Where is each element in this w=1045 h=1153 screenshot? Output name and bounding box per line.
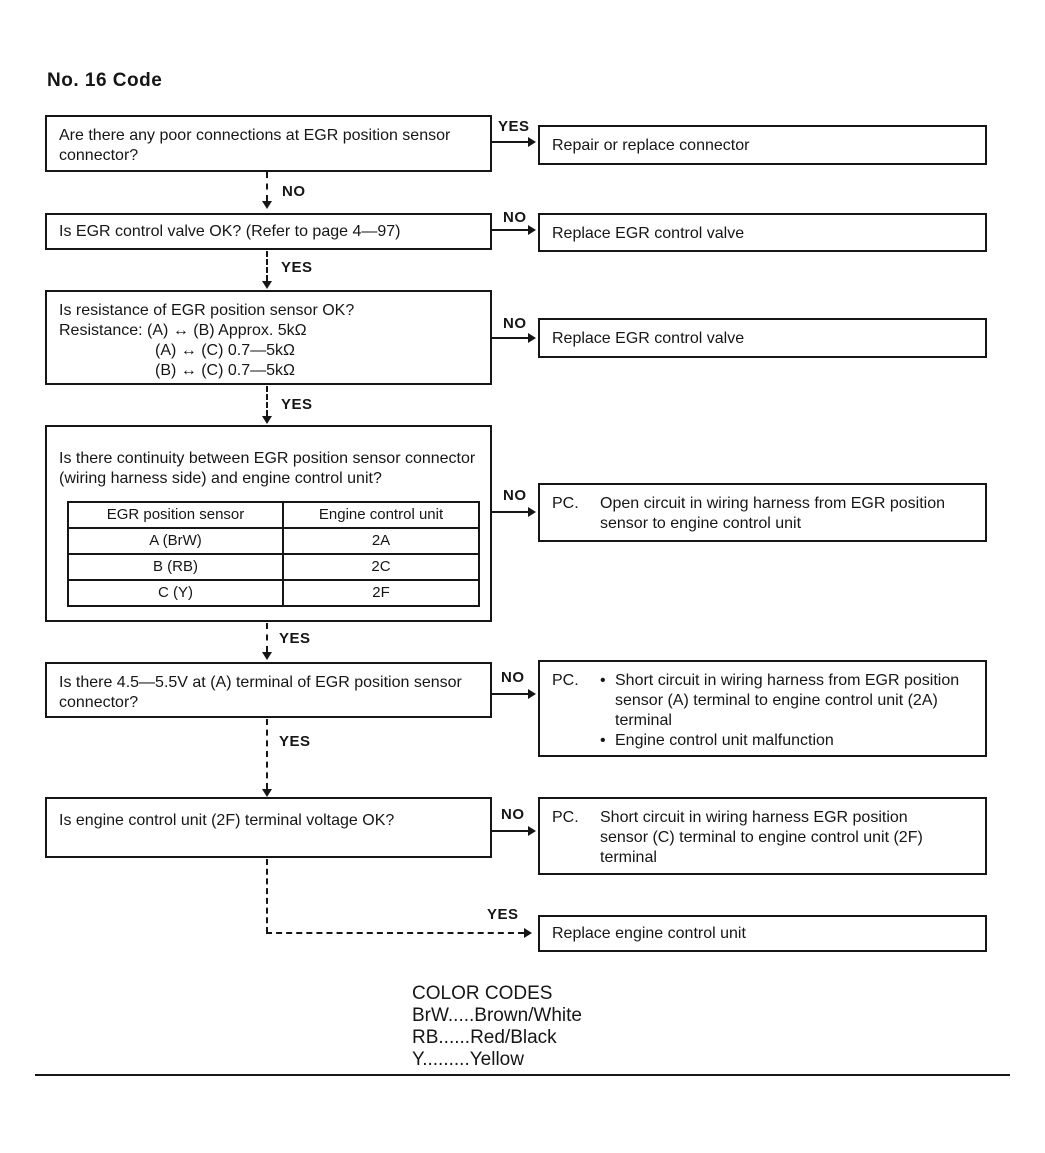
action-3-text: Replace EGR control valve [552,330,745,347]
connector-label-no-3: NO [503,315,527,332]
pin-table-header-row: EGR position sensor Engine control unit [67,501,480,529]
action-5-bullet-1: • Short circuit in wiring harness from E… [600,671,967,731]
question-box-1: Are there any poor connections at EGR po… [45,115,492,172]
connector-label-no-4: NO [503,487,527,504]
action-5-bullet-2-text: Engine control unit malfunction [615,732,834,749]
action-box-open-circuit: PC. Open circuit in wiring harness from … [538,483,987,542]
arrowhead-right-icon [528,333,536,343]
action-6-text: Short circuit in wiring harness EGR posi… [600,809,923,866]
action-1-text: Repair or replace connector [552,137,750,154]
pin-ecu-2a: 2A [282,527,480,555]
connector-label-yes-5: YES [279,733,311,750]
question-box-6: Is engine control unit (2F) terminal vol… [45,797,492,858]
connector-line-yes-6-vertical [266,859,268,933]
question-box-3: Is resistance of EGR position sensor OK?… [45,290,492,385]
connector-line-no-5 [492,693,528,695]
arrowhead-right-icon [528,826,536,836]
connector-label-yes-4: YES [279,630,311,647]
color-codes-title: COLOR CODES [412,983,553,1004]
question-2-text: Is EGR control valve OK? (Refer to page … [59,223,401,240]
question-box-5: Is there 4.5—5.5V at (A) terminal of EGR… [45,662,492,718]
arrowhead-down-icon [262,789,272,797]
connector-line-no-4 [492,511,528,513]
arrowhead-down-icon [262,416,272,424]
bullet-icon: • [600,732,606,749]
action-5-bullet-2: • Engine control unit malfunction [600,731,967,751]
pin-table-row: A (BrW) 2A [67,527,480,555]
arrowhead-down-icon [262,652,272,660]
action-7-text: Replace engine control unit [552,925,746,942]
action-box-repair-connector: Repair or replace connector [538,125,987,165]
pin-sensor-c: C (Y) [67,579,284,607]
connector-line-no-2 [492,229,528,231]
arrowhead-right-icon [528,137,536,147]
pin-ecu-2f: 2F [282,579,480,607]
connector-line-yes-6-horizontal [266,932,524,934]
bullet-icon: • [600,672,606,689]
action-4-text: Open circuit in wiring harness from EGR … [600,495,946,532]
action-box-short-circuit-c: PC. Short circuit in wiring harness EGR … [538,797,987,875]
connector-line-yes-1 [492,141,528,143]
arrowhead-down-icon [262,201,272,209]
color-code-brw: BrW.....Brown/White [412,1005,582,1026]
pc-label: PC. [552,672,579,689]
connector-line-no-6 [492,830,528,832]
color-code-y: Y.........Yellow [412,1049,524,1070]
question-3-line3: (A) ↔ (C) 0.7—5kΩ [155,342,295,359]
arrowhead-right-icon [528,507,536,517]
pin-table-row: B (RB) 2C [67,553,480,581]
arrowhead-down-icon [262,281,272,289]
action-2-text: Replace EGR control valve [552,225,745,242]
action-box-replace-valve-2: Replace EGR control valve [538,318,987,358]
pin-table-header-ecu: Engine control unit [282,501,480,529]
action-box-short-circuit-a: PC. • Short circuit in wiring harness fr… [538,660,987,757]
arrowhead-right-icon [528,225,536,235]
connector-line-no-3 [492,337,528,339]
connector-label-yes-1: YES [498,118,530,135]
connector-label-yes-3: YES [281,396,313,413]
connector-label-no-2: NO [503,209,527,226]
question-1-text: Are there any poor connections at EGR po… [59,127,451,164]
pin-table: EGR position sensor Engine control unit … [67,501,480,607]
action-box-replace-valve-1: Replace EGR control valve [538,213,987,252]
pc-label: PC. [552,809,579,826]
page-bottom-rule [35,1074,1010,1076]
connector-line-yes-3 [266,386,268,416]
color-codes-legend: COLOR CODES BrW.....Brown/White RB......… [412,983,582,1071]
connector-line-yes-5 [266,719,268,789]
connector-label-yes-6: YES [487,906,519,923]
question-3-line1: Is resistance of EGR position sensor OK? [59,302,355,319]
question-6-text: Is engine control unit (2F) terminal vol… [59,812,395,829]
pin-sensor-a: A (BrW) [67,527,284,555]
arrowhead-right-icon [528,689,536,699]
connector-line-no-1 [266,172,268,201]
action-5-bullet-1-text: Short circuit in wiring harness from EGR… [615,672,960,729]
pin-table-row: C (Y) 2F [67,579,480,607]
connector-label-yes-2: YES [281,259,313,276]
question-box-2: Is EGR control valve OK? (Refer to page … [45,213,492,250]
question-3-line2: Resistance: (A) ↔ (B) Approx. 5kΩ [59,322,307,339]
connector-label-no-6: NO [501,806,525,823]
pin-table-header-sensor: EGR position sensor [67,501,284,529]
question-4-text: Is there continuity between EGR position… [59,450,476,487]
pin-sensor-b: B (RB) [67,553,284,581]
color-code-rb: RB......Red/Black [412,1027,557,1048]
connector-label-no-1: NO [282,183,306,200]
connector-line-yes-4 [266,623,268,652]
arrowhead-right-icon [524,928,532,938]
connector-label-no-5: NO [501,669,525,686]
page-title: No. 16 Code [47,70,163,91]
question-box-4: Is there continuity between EGR position… [45,425,492,622]
connector-line-yes-2 [266,251,268,281]
question-5-text: Is there 4.5—5.5V at (A) terminal of EGR… [59,674,462,711]
pc-label: PC. [552,495,579,512]
question-3-line4: (B) ↔ (C) 0.7—5kΩ [155,362,295,379]
pin-ecu-2c: 2C [282,553,480,581]
action-box-replace-ecu: Replace engine control unit [538,915,987,952]
